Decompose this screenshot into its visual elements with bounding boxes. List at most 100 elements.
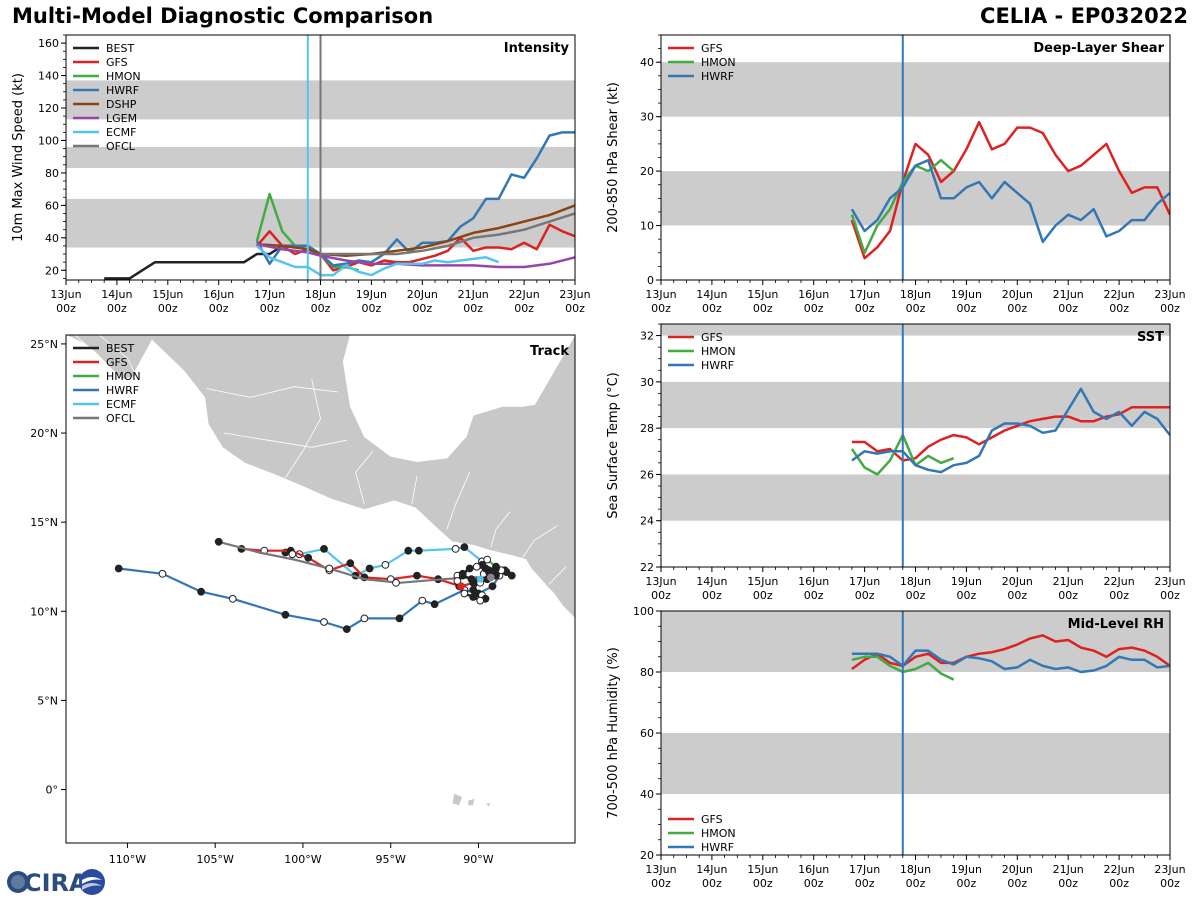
- legend-label-intensity-ecmf: ECMF: [106, 126, 136, 139]
- track-point-ecmf: [404, 546, 413, 555]
- page-title: Multi-Model Diagnostic Comparison: [12, 4, 434, 28]
- track-point-ofcl_points: [214, 537, 223, 546]
- legend-label-intensity-ofcl: OFCL: [106, 140, 136, 153]
- ytick-label-shear-0: 0: [647, 274, 654, 287]
- track-point-hmon: [483, 555, 492, 564]
- land-mexico: [66, 335, 575, 619]
- xtick-label-intensity-0: 13Jun: [50, 288, 81, 301]
- land-baja: [66, 335, 137, 381]
- ytick-label-rh-1: 40: [640, 788, 654, 801]
- xtick-label-intensity-9: 22Jun: [509, 288, 540, 301]
- track-xtick-label-1: 105°W: [197, 853, 234, 866]
- ytick-label-intensity-1: 40: [45, 232, 59, 245]
- panel-title-shear: Deep-Layer Shear: [1033, 41, 1164, 56]
- cira-logo-icon: CIRA: [7, 869, 105, 897]
- xtick-label-rh-5: 18Jun: [900, 863, 931, 876]
- xtick-label-intensity-7: 20Jun: [407, 288, 438, 301]
- legend-label-sst-hmon: HMON: [701, 345, 736, 358]
- xtick-label2-intensity-2: 00z: [158, 302, 178, 315]
- band-shear-1: [661, 62, 1170, 117]
- border-line-3: [355, 450, 374, 505]
- ytick-label-rh-2: 60: [640, 727, 654, 740]
- xtick-label-intensity-5: 18Jun: [305, 288, 336, 301]
- track-point-ofcl_points: [288, 550, 297, 559]
- xtick-label2-shear-0: 00z: [651, 302, 671, 315]
- track-point-ofcl-current: [487, 573, 495, 582]
- track-point-hwrf: [418, 596, 427, 605]
- ylabel-sst: Sea Surface Temp (°C): [606, 372, 621, 519]
- frame-track: [65, 334, 576, 844]
- track-xtick-label-0: 110°W: [109, 853, 146, 866]
- xtick-label2-shear-6: 00z: [957, 302, 977, 315]
- frame-sst: [660, 323, 1171, 568]
- track-point-hwrf: [228, 594, 237, 603]
- xtick-label-rh-8: 21Jun: [1053, 863, 1084, 876]
- ylabel-intensity: 10m Max Wind Speed (kt): [11, 73, 26, 242]
- legend-label-intensity-lgem: LGEM: [106, 112, 137, 125]
- cira-logo-text: CIRA: [24, 869, 88, 897]
- series-line-sst-hwrf: [851, 387, 1170, 474]
- ytick-label-shear-1: 10: [640, 220, 654, 233]
- xtick-label2-intensity-5: 00z: [311, 302, 331, 315]
- legend-label-intensity-hmon: HMON: [106, 70, 141, 83]
- legend-label-sst-gfs: GFS: [701, 331, 723, 344]
- cira-logo: CIRA: [4, 866, 106, 898]
- track-point-ecmf: [381, 561, 390, 569]
- track-point-hwrf: [197, 587, 206, 596]
- xtick-label2-shear-10: 00z: [1160, 302, 1180, 315]
- track-point-gfs-current: [457, 582, 465, 591]
- land-galapagos-2: [467, 797, 476, 806]
- border-line-1: [223, 432, 347, 448]
- series-line-rh-hwrf: [851, 649, 1170, 674]
- ytick-label-sst-2: 26: [640, 468, 654, 481]
- xtick-label2-intensity-4: 00z: [260, 302, 280, 315]
- border-line-6: [490, 511, 511, 548]
- xtick-label-rh-0: 13Jun: [645, 863, 676, 876]
- ylabel-shear: 200-850 hPa Shear (kt): [606, 82, 621, 233]
- track-point-best: [469, 586, 478, 594]
- xtick-label2-rh-8: 00z: [1058, 877, 1078, 890]
- xtick-label2-intensity-8: 00z: [463, 302, 483, 315]
- xtick-label-intensity-1: 14Jun: [101, 288, 132, 301]
- legend-label-track-hmon: HMON: [106, 370, 141, 383]
- ytick-label-rh-4: 100: [633, 605, 654, 618]
- ytick-label-rh-3: 80: [640, 666, 654, 679]
- xtick-label-sst-2: 15Jun: [747, 575, 778, 588]
- xtick-label-shear-9: 22Jun: [1104, 288, 1135, 301]
- track-xtick-label-2: 100°W: [284, 853, 321, 866]
- frame-rh: [660, 610, 1171, 856]
- border-line-2: [285, 379, 321, 478]
- chart-rh: 2040608010013Jun00z14Jun00z15Jun00z16Jun…: [606, 605, 1186, 890]
- track-ytick-label-3: 15°N: [30, 516, 58, 529]
- track-point-ofcl_points: [392, 578, 400, 587]
- legend-label-track-ecmf: ECMF: [106, 398, 136, 411]
- xtick-label-sst-5: 18Jun: [900, 575, 931, 588]
- track-point-hwrf: [320, 618, 328, 626]
- track-line-ofcl: [218, 540, 493, 584]
- border-line-8: [548, 566, 567, 585]
- track-point-hwrf: [342, 625, 351, 633]
- xtick-label-sst-10: 23Jun: [1154, 575, 1185, 588]
- ytick-label-shear-2: 20: [640, 165, 654, 178]
- xtick-label2-rh-5: 00z: [906, 877, 926, 890]
- track-point-gfs: [346, 559, 355, 568]
- track-point-ecmf-current: [476, 575, 484, 583]
- track-point-gfs: [304, 553, 313, 562]
- ytick-label-sst-0: 22: [640, 561, 654, 574]
- xtick-label-shear-1: 14Jun: [696, 288, 727, 301]
- xtick-label-rh-7: 20Jun: [1002, 863, 1033, 876]
- xtick-label2-rh-2: 00z: [753, 877, 773, 890]
- xtick-label2-intensity-0: 00z: [56, 302, 76, 315]
- xtick-label-shear-10: 23Jun: [1154, 288, 1185, 301]
- ytick-label-intensity-7: 160: [38, 37, 59, 50]
- band-sst-2: [661, 324, 1170, 336]
- xtick-label2-sst-0: 00z: [651, 589, 671, 602]
- track-map: [66, 335, 575, 809]
- xtick-label-intensity-4: 17Jun: [254, 288, 285, 301]
- track-xtick-label-4: 90°W: [463, 853, 493, 866]
- band-shear-0: [661, 171, 1170, 226]
- frame-shear: [660, 34, 1171, 281]
- xtick-label2-rh-6: 00z: [957, 877, 977, 890]
- xtick-label-rh-1: 14Jun: [696, 863, 727, 876]
